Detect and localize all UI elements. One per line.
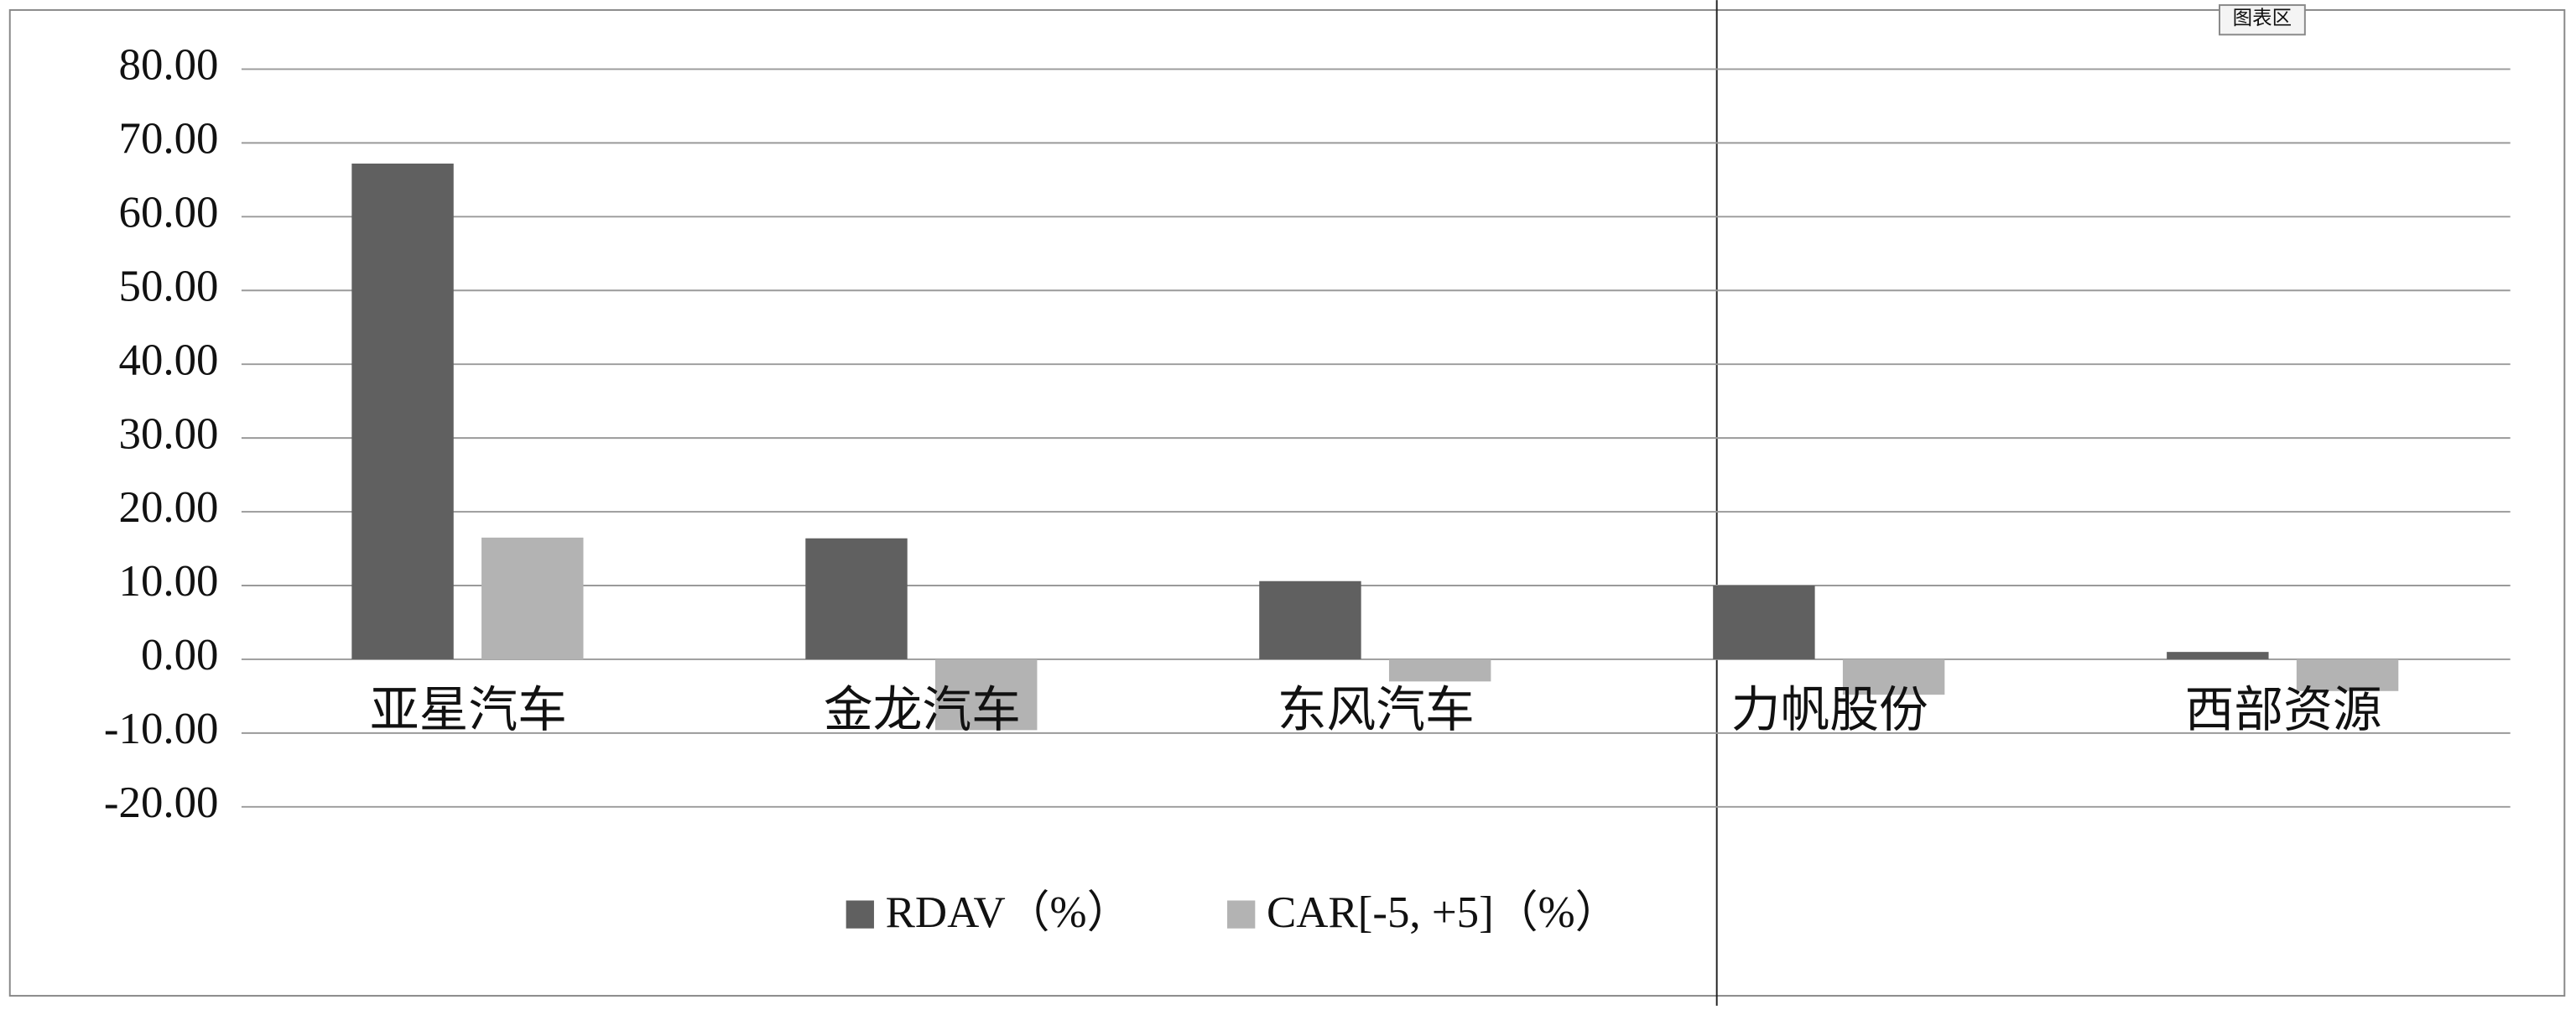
bar (935, 659, 1038, 731)
bar (1259, 580, 1361, 659)
y-tick-label: 40.00 (119, 336, 219, 384)
bar (1842, 659, 1945, 695)
bar (1713, 586, 1815, 659)
legend-swatch (1227, 900, 1256, 929)
y-tick-label: 30.00 (119, 409, 219, 458)
bar (481, 537, 584, 659)
y-tick-label: -10.00 (104, 705, 219, 753)
x-tick-label: 亚星汽车 (370, 683, 567, 737)
tooltip: 图表区 (2219, 4, 2306, 36)
tooltip-box (2219, 4, 2306, 36)
x-tick-label: 东风汽车 (1278, 683, 1475, 737)
bar (805, 538, 908, 659)
y-tick-label: 50.00 (119, 262, 219, 310)
y-tick-label: 0.00 (141, 631, 219, 679)
legend-label: RDAV（%） (886, 888, 1132, 937)
y-tick-label: 60.00 (119, 188, 219, 237)
y-tick-label: -20.00 (104, 778, 219, 827)
x-tick-label: 西部资源 (2185, 683, 2382, 737)
y-tick-label: 20.00 (119, 483, 219, 532)
bar (2167, 652, 2269, 659)
legend-label: CAR[-5, +5]（%） (1267, 888, 1619, 937)
bar (1388, 659, 1491, 682)
bar (2296, 659, 2399, 691)
y-tick-label: 80.00 (119, 41, 219, 90)
y-tick-label: 70.00 (119, 115, 219, 164)
bar (351, 164, 454, 659)
x-tick-label: 金龙汽车 (824, 683, 1021, 737)
legend-swatch (846, 900, 874, 929)
tooltip-text: 图表区 (2233, 7, 2292, 29)
y-tick-label: 10.00 (119, 557, 219, 606)
x-tick-label: 力帆股份 (1731, 683, 1928, 737)
chart-border (8, 8, 2566, 997)
